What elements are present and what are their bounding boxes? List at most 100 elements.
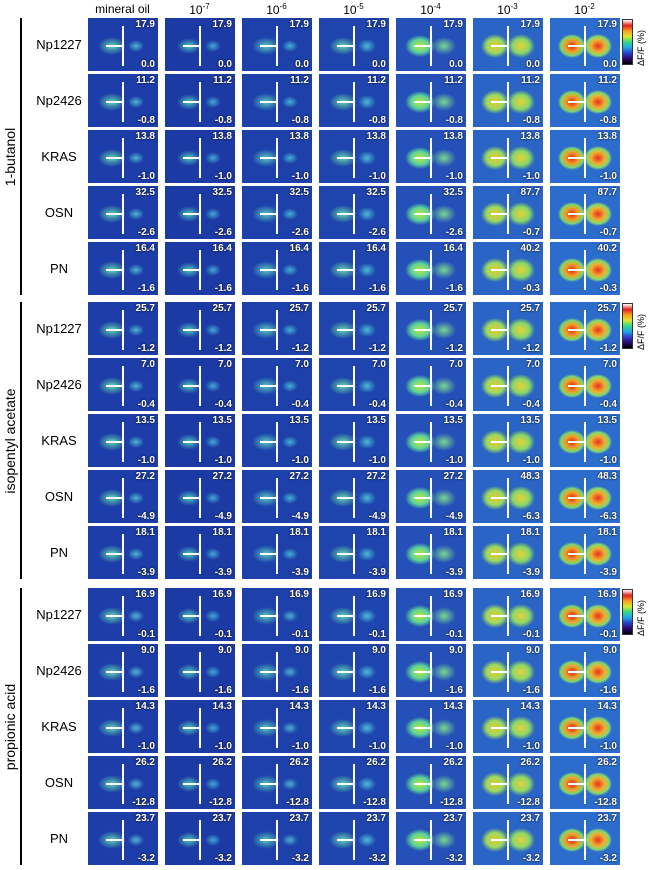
image-panel: 18.1 -3.9: [165, 526, 235, 579]
max-value: 23.7: [520, 813, 540, 824]
header-exponent: -3: [510, 2, 518, 11]
image-panel: 16.4 -1.6: [165, 242, 235, 295]
image-panel: 13.5 -1.0: [165, 414, 235, 467]
crosshair-horizontal: [414, 671, 432, 673]
max-value: 25.7: [597, 303, 617, 314]
min-value: -1.2: [599, 343, 617, 354]
image-panel: 11.2 -0.8: [473, 74, 543, 127]
image-panel: 23.7 -3.2: [88, 812, 158, 865]
image-panel: 16.9 -0.1: [319, 588, 389, 641]
max-value: 7.0: [526, 359, 540, 370]
image-panel: 16.4 -1.6: [88, 242, 158, 295]
min-value: -3.2: [137, 853, 155, 864]
max-value: 27.2: [212, 471, 232, 482]
image-panel: 13.8 -1.0: [396, 130, 466, 183]
min-value: -1.2: [445, 343, 463, 354]
max-value: 7.0: [141, 359, 155, 370]
image-panel: 9.0 -1.6: [88, 644, 158, 697]
row-label: Np2426: [36, 92, 82, 108]
max-value: 13.5: [366, 415, 386, 426]
max-value: 9.0: [141, 645, 155, 656]
max-value: 9.0: [526, 645, 540, 656]
max-value: 32.5: [366, 187, 386, 198]
image-panel: 32.5 -2.6: [396, 186, 466, 239]
colorbar: [622, 303, 633, 349]
image-panel: 25.7 -1.2: [473, 302, 543, 355]
min-value: -0.4: [445, 399, 463, 410]
min-value: -1.6: [522, 685, 540, 696]
crosshair-horizontal: [106, 385, 124, 387]
max-value: 26.2: [443, 757, 463, 768]
min-value: -1.0: [291, 741, 309, 752]
crosshair-horizontal: [568, 213, 586, 215]
max-value: 9.0: [449, 645, 463, 656]
crosshair-horizontal: [414, 497, 432, 499]
min-value: -3.9: [214, 567, 232, 578]
min-value: -0.8: [291, 115, 309, 126]
crosshair-horizontal: [337, 553, 355, 555]
min-value: -1.0: [599, 741, 617, 752]
row-label: PN: [49, 830, 69, 846]
max-value: 17.9: [289, 19, 309, 30]
image-panel: 11.2 -0.8: [88, 74, 158, 127]
group-line: [20, 588, 22, 865]
max-value: 11.2: [598, 75, 617, 86]
max-value: 18.1: [289, 527, 309, 538]
max-value: 87.7: [520, 187, 540, 198]
min-value: -1.0: [368, 741, 386, 752]
min-value: -3.2: [445, 853, 463, 864]
crosshair-horizontal: [183, 783, 201, 785]
max-value: 32.5: [289, 187, 309, 198]
min-value: -1.6: [368, 685, 386, 696]
crosshair-horizontal: [183, 213, 201, 215]
crosshair-horizontal: [183, 671, 201, 673]
crosshair-horizontal: [183, 553, 201, 555]
image-panel: 11.2 -0.8: [165, 74, 235, 127]
crosshair-horizontal: [106, 329, 124, 331]
image-panel: 9.0 -1.6: [319, 644, 389, 697]
column-header: mineral oil: [95, 2, 150, 16]
image-panel: 13.8 -1.0: [550, 130, 620, 183]
crosshair-horizontal: [568, 101, 586, 103]
max-value: 16.9: [212, 589, 232, 600]
min-value: -0.1: [214, 629, 232, 640]
min-value: -3.2: [522, 853, 540, 864]
max-value: 25.7: [520, 303, 540, 314]
crosshair-horizontal: [568, 329, 586, 331]
max-value: 40.2: [597, 243, 617, 254]
row-label: KRAS: [41, 148, 77, 164]
image-panel: 17.9 0.0: [242, 18, 312, 71]
max-value: 11.2: [136, 75, 155, 86]
crosshair-horizontal: [491, 157, 509, 159]
min-value: -3.9: [137, 567, 155, 578]
image-panel: 40.2 -0.3: [473, 242, 543, 295]
min-value: -1.0: [445, 455, 463, 466]
max-value: 17.9: [443, 19, 463, 30]
image-panel: 26.2 -12.8: [319, 756, 389, 809]
row-label: Np1227: [36, 320, 82, 336]
image-panel: 40.2 -0.3: [550, 242, 620, 295]
image-panel: 14.3 -1.0: [88, 700, 158, 753]
image-panel: 14.3 -1.0: [242, 700, 312, 753]
header-base: 10: [343, 3, 357, 17]
max-value: 23.7: [443, 813, 463, 824]
min-value: -0.8: [522, 115, 540, 126]
max-value: 16.4: [289, 243, 309, 254]
min-value: -2.6: [368, 227, 386, 238]
row-label: Np2426: [36, 376, 82, 392]
max-value: 16.9: [597, 589, 617, 600]
min-value: -12.8: [363, 797, 386, 808]
image-panel: 18.1 -3.9: [242, 526, 312, 579]
min-value: -0.4: [291, 399, 309, 410]
min-value: -0.4: [368, 399, 386, 410]
min-value: -0.1: [522, 629, 540, 640]
image-panel: 26.2 -12.8: [550, 756, 620, 809]
image-panel: 17.9 0.0: [88, 18, 158, 71]
crosshair-horizontal: [491, 329, 509, 331]
crosshair-horizontal: [568, 615, 586, 617]
max-value: 13.8: [597, 131, 617, 142]
image-panel: 16.9 -0.1: [396, 588, 466, 641]
max-value: 27.2: [366, 471, 386, 482]
min-value: -1.0: [214, 171, 232, 182]
min-value: -1.6: [599, 685, 617, 696]
